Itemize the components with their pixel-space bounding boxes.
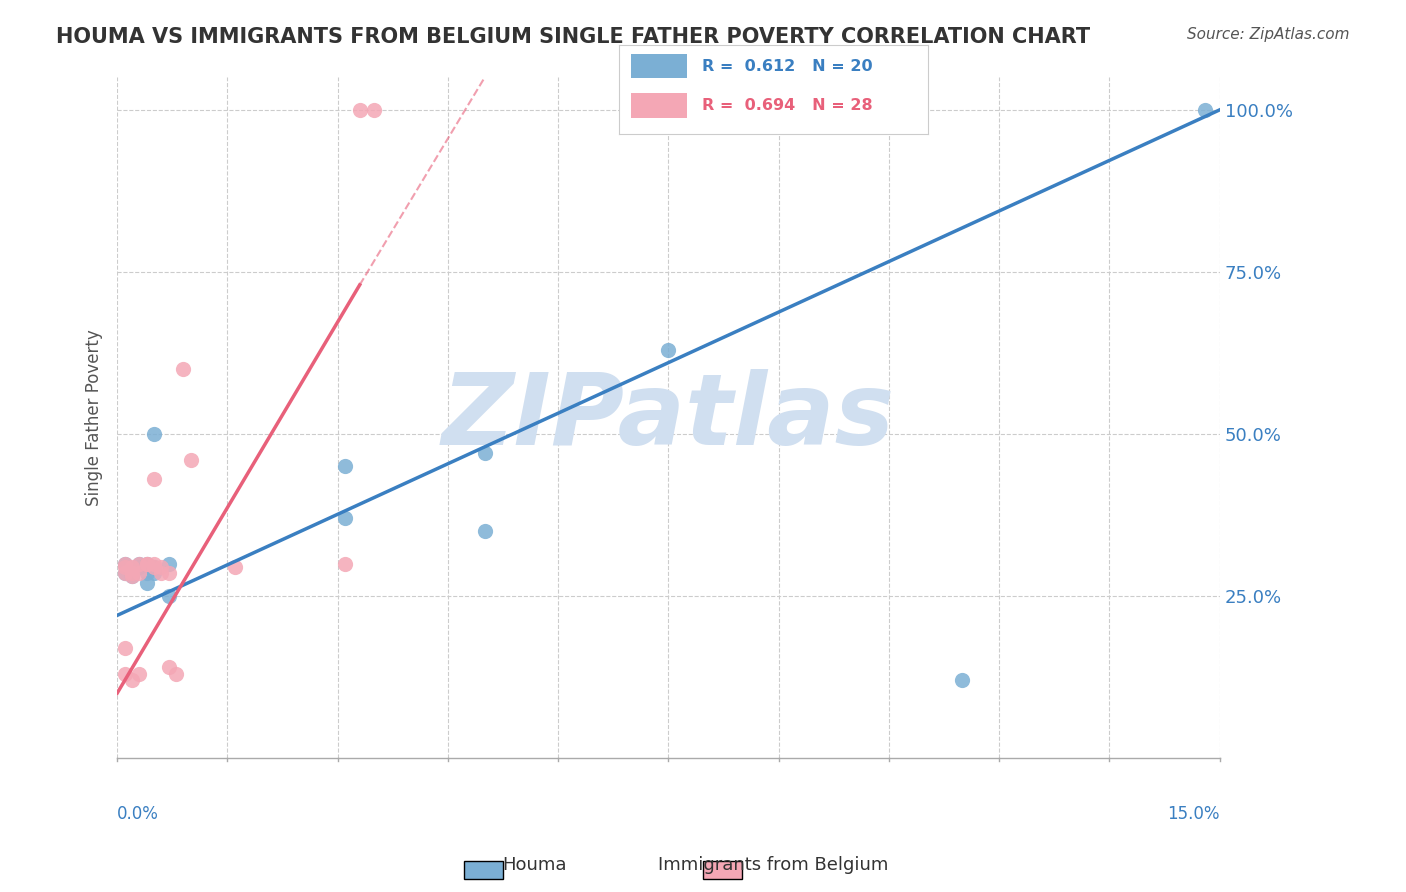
Point — [150, 559, 173, 574]
Point — [135, 566, 157, 581]
Point — [114, 566, 136, 581]
Point — [333, 557, 356, 571]
Point — [121, 569, 143, 583]
Point — [224, 559, 246, 574]
Point — [114, 559, 136, 574]
Point — [114, 666, 136, 681]
Point — [142, 566, 165, 581]
Point — [135, 576, 157, 591]
Point — [349, 103, 371, 117]
Point — [121, 673, 143, 688]
Text: 15.0%: 15.0% — [1167, 805, 1220, 823]
Point — [657, 343, 679, 357]
Point — [128, 566, 150, 581]
Point — [333, 459, 356, 474]
Y-axis label: Single Father Poverty: Single Father Poverty — [86, 329, 103, 506]
Point — [172, 362, 194, 376]
Point — [157, 566, 180, 581]
Point — [135, 557, 157, 571]
Point — [114, 557, 136, 571]
Point — [142, 559, 165, 574]
Point — [333, 511, 356, 525]
Point — [363, 103, 385, 117]
Point — [142, 557, 165, 571]
Text: 0.0%: 0.0% — [117, 805, 159, 823]
Point — [121, 559, 143, 574]
Text: R =  0.694   N = 28: R = 0.694 N = 28 — [702, 98, 873, 112]
Bar — [631, 54, 686, 78]
Point — [157, 557, 180, 571]
Point — [128, 559, 150, 574]
Point — [180, 453, 202, 467]
Point — [952, 673, 974, 688]
Text: ZIPatlas: ZIPatlas — [441, 369, 896, 467]
Point — [128, 557, 150, 571]
Point — [121, 566, 143, 581]
Point — [128, 557, 150, 571]
Point — [157, 589, 180, 603]
Point — [142, 472, 165, 486]
Point — [157, 660, 180, 674]
Text: R =  0.612   N = 20: R = 0.612 N = 20 — [702, 59, 873, 73]
Point — [142, 559, 165, 574]
Point — [114, 557, 136, 571]
Point — [128, 666, 150, 681]
Text: Source: ZipAtlas.com: Source: ZipAtlas.com — [1187, 27, 1350, 42]
Point — [1194, 103, 1216, 117]
Point — [135, 557, 157, 571]
Point — [474, 446, 496, 460]
Text: Houma: Houma — [502, 855, 567, 873]
Text: Immigrants from Belgium: Immigrants from Belgium — [658, 855, 889, 873]
Bar — [631, 93, 686, 118]
Point — [165, 666, 187, 681]
Point — [150, 566, 173, 581]
Point — [121, 569, 143, 583]
Point — [142, 426, 165, 441]
Point — [114, 640, 136, 655]
Point — [114, 566, 136, 581]
Point — [474, 524, 496, 538]
Point — [135, 557, 157, 571]
Text: HOUMA VS IMMIGRANTS FROM BELGIUM SINGLE FATHER POVERTY CORRELATION CHART: HOUMA VS IMMIGRANTS FROM BELGIUM SINGLE … — [56, 27, 1091, 46]
